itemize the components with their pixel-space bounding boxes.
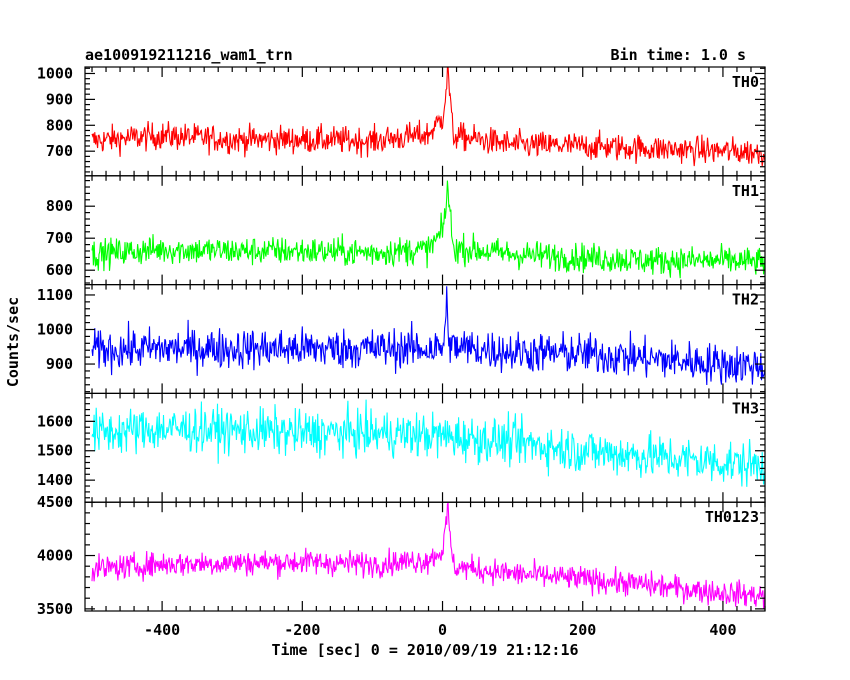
y-tick-label: 1000 <box>37 321 73 339</box>
bin-time-label: Bin time: 1.0 s <box>611 46 746 64</box>
x-tick-label: -200 <box>284 621 320 639</box>
x-tick-labels: -400 -200 0 200 400 <box>144 621 736 639</box>
y-tick-label: 1600 <box>37 412 73 430</box>
series-line-th0123 <box>91 502 765 609</box>
y-tick-label: 4000 <box>37 547 73 565</box>
panel-th2: 900 1000 1100 TH2 <box>37 284 766 395</box>
x-tick-label: -400 <box>144 621 180 639</box>
panel-frame <box>84 66 766 177</box>
y-tick-label: 700 <box>46 229 73 247</box>
panel-th0: 700 800 900 1000 TH0 <box>37 64 766 177</box>
panel-frame <box>84 501 766 612</box>
panel-label: TH2 <box>732 291 759 309</box>
y-tick-label: 700 <box>46 142 73 160</box>
x-axis-label: Time [sec] 0 = 2010/09/19 21:12:16 <box>271 641 578 659</box>
y-tick-label: 1100 <box>37 286 73 304</box>
x-tick-label: 400 <box>709 621 736 639</box>
y-tick-label: 800 <box>46 197 73 215</box>
series-line-th1 <box>91 180 765 279</box>
x-tick-label: 0 <box>438 621 447 639</box>
series-line-th0 <box>91 67 765 167</box>
y-tick-label: 600 <box>46 261 73 279</box>
panel-label: TH0123 <box>705 508 759 526</box>
panel-label: TH0 <box>732 73 759 91</box>
panels-group: 700 800 900 1000 TH0 600 700 800 TH1 900 1000 1100 T… <box>37 64 766 618</box>
y-tick-label: 1000 <box>37 64 73 82</box>
panel-th3: 1400 1500 1600 TH3 <box>37 392 766 503</box>
y-axis-label: Counts/sec <box>4 297 22 387</box>
panel-label: TH3 <box>732 399 759 417</box>
panel-frame <box>84 284 766 395</box>
panel-label: TH1 <box>732 182 759 200</box>
y-tick-label: 1500 <box>37 442 73 460</box>
y-tick-label: 3500 <box>37 600 73 618</box>
series-line-th2 <box>91 286 765 386</box>
y-tick-label: 900 <box>46 355 73 373</box>
x-tick-label: 200 <box>569 621 596 639</box>
y-tick-label: 1400 <box>37 471 73 489</box>
y-tick-label: 4500 <box>37 493 73 511</box>
y-tick-label: 800 <box>46 116 73 134</box>
chart-title: ae100919211216_wam1_trn <box>85 46 293 64</box>
panel-th1: 600 700 800 TH1 <box>46 175 766 286</box>
series-line-th3 <box>91 399 765 487</box>
y-tick-label: 900 <box>46 90 73 108</box>
panel-th0123: 3500 4000 4500 TH0123 <box>37 493 766 618</box>
